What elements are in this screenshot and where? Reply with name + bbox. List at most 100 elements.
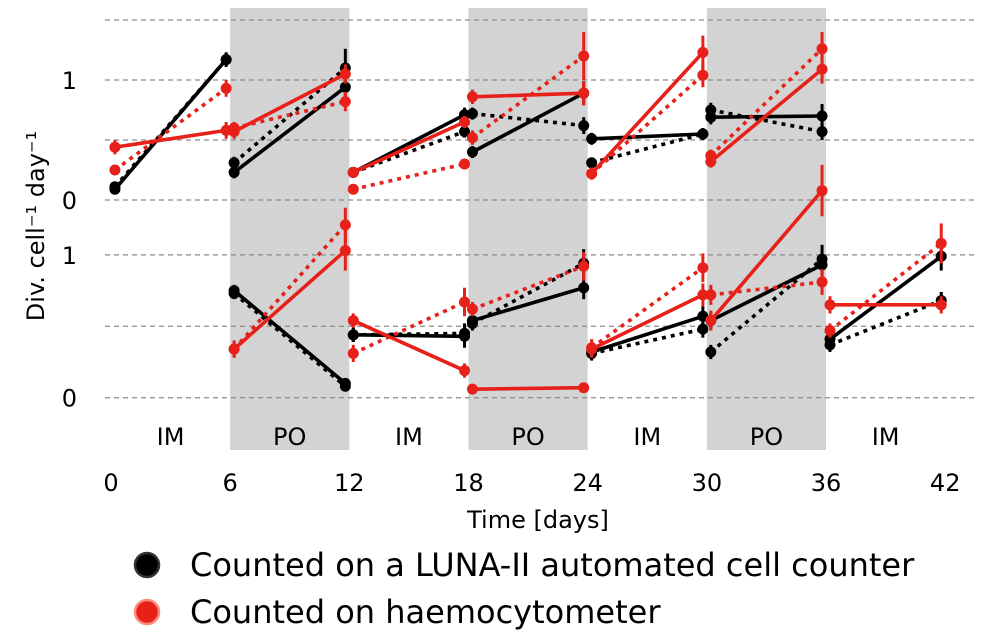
data-point <box>578 282 590 294</box>
data-point <box>220 82 232 94</box>
data-point <box>228 343 240 355</box>
data-point <box>586 157 598 169</box>
phase-band-po <box>230 8 350 450</box>
data-point <box>347 329 359 341</box>
data-point <box>816 110 828 122</box>
data-point <box>466 108 478 120</box>
series-line-segment <box>829 298 942 347</box>
data-point <box>705 289 717 301</box>
series-line-segment <box>353 331 465 337</box>
data-point <box>578 120 590 132</box>
data-point <box>578 382 590 394</box>
phase-label-im: IM <box>395 423 423 451</box>
data-point <box>578 260 590 272</box>
data-point <box>339 245 351 257</box>
data-point <box>816 43 828 55</box>
series-line-segment <box>233 85 347 174</box>
data-point <box>339 96 351 108</box>
series-line-segment <box>471 261 585 326</box>
data-point <box>697 262 709 274</box>
series-line-segment <box>472 385 584 391</box>
series-line-segment <box>709 257 824 354</box>
data-point <box>816 276 828 288</box>
data-point <box>586 168 598 180</box>
series-line-segment <box>591 327 704 356</box>
series-line-segment <box>233 99 346 130</box>
series-line-segment <box>828 254 943 341</box>
data-point <box>824 299 836 311</box>
phase-label-im: IM <box>872 423 900 451</box>
series-line-segment <box>232 289 347 385</box>
data-point <box>697 69 709 81</box>
data-point <box>220 54 232 66</box>
phase-label-po: PO <box>750 423 783 451</box>
phase-band-po <box>468 8 588 450</box>
series-line-segment <box>709 67 824 163</box>
data-point <box>816 63 828 75</box>
data-point <box>705 150 717 162</box>
series-line-segment <box>590 293 704 351</box>
series-line-segment <box>591 132 704 165</box>
series-line-segment <box>232 249 347 351</box>
data-point <box>339 68 351 80</box>
x-tick-labels: 0 6 12 18 24 30 36 42 <box>103 469 960 497</box>
phase-bands <box>230 8 827 450</box>
data-point <box>935 299 947 311</box>
phase-label-po: PO <box>273 423 306 451</box>
data-point <box>228 166 240 178</box>
legend-item-luna: Counted on a LUNA-II automated cell coun… <box>133 546 915 584</box>
series-line-segment <box>710 280 823 297</box>
x-tick-label: 12 <box>334 469 365 497</box>
y-tick-labels: 0 1 0 1 <box>62 67 77 413</box>
legend: Counted on a LUNA-II automated cell coun… <box>133 546 915 631</box>
data-point <box>586 133 598 145</box>
series-line-segment <box>113 86 228 172</box>
data-point <box>578 87 590 99</box>
data-point <box>347 166 359 178</box>
series-line-segment <box>352 300 466 356</box>
gridlines <box>105 19 975 399</box>
x-tick-label: 24 <box>572 469 603 497</box>
phase-label-po: PO <box>511 423 544 451</box>
y-axis-title: Div. cell⁻¹ day⁻¹ <box>22 131 50 321</box>
series-line-segment <box>472 111 584 128</box>
data-point <box>697 289 709 301</box>
data-point <box>466 91 478 103</box>
series-line-segment <box>352 318 466 373</box>
legend-label-luna: Counted on a LUNA-II automated cell coun… <box>190 546 915 584</box>
data-point <box>459 126 471 138</box>
series-line-segment <box>591 314 704 354</box>
phase-band-po <box>706 8 827 450</box>
series-line-segment <box>352 162 465 191</box>
data-point <box>697 46 709 58</box>
data-point <box>466 383 478 395</box>
series-line-segment <box>709 47 824 157</box>
data-point <box>586 342 598 354</box>
series-0-2 <box>109 35 828 180</box>
series-1-3 <box>228 207 947 362</box>
series-line-segment <box>710 263 823 323</box>
x-tick-label: 6 <box>222 469 237 497</box>
x-tick-label: 42 <box>930 469 961 497</box>
x-tick-label: 30 <box>692 469 723 497</box>
phase-label-im: IM <box>157 423 185 451</box>
data-point <box>935 237 947 249</box>
series-line-segment <box>709 189 824 322</box>
data-point <box>459 327 471 339</box>
data-point <box>466 132 478 144</box>
series-line-segment <box>590 51 705 175</box>
data-point <box>228 122 240 134</box>
phase-labels: IM PO IM PO IM PO IM <box>157 423 900 451</box>
x-tick-label: 0 <box>103 469 118 497</box>
data-point <box>824 325 836 337</box>
series-layer <box>109 32 947 395</box>
data-point <box>347 183 359 195</box>
y-tick-label: 0 <box>62 187 77 215</box>
data-point <box>459 365 471 377</box>
data-point <box>816 126 828 138</box>
legend-label-haemocytometer: Counted on haemocytometer <box>190 593 661 631</box>
y-tick-label: 0 <box>62 385 77 413</box>
data-point <box>816 185 828 197</box>
data-point <box>109 181 121 193</box>
data-point <box>109 164 121 176</box>
